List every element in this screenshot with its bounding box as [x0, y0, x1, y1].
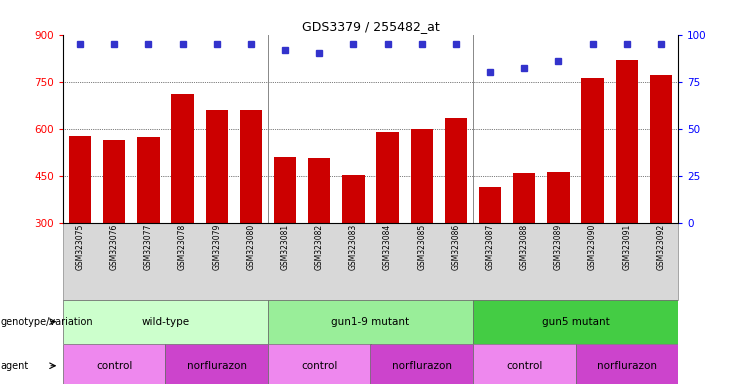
Bar — [171, 94, 193, 317]
Bar — [650, 75, 672, 317]
Text: gun5 mutant: gun5 mutant — [542, 316, 609, 327]
Text: norflurazon: norflurazon — [392, 361, 452, 371]
Bar — [548, 172, 570, 317]
Text: control: control — [301, 361, 337, 371]
Bar — [514, 172, 535, 317]
Bar — [69, 136, 91, 317]
Bar — [165, 344, 268, 384]
Text: wild-type: wild-type — [142, 316, 190, 327]
Bar — [479, 187, 501, 317]
Bar — [445, 118, 467, 317]
Text: control: control — [96, 361, 133, 371]
Title: GDS3379 / 255482_at: GDS3379 / 255482_at — [302, 20, 439, 33]
Bar — [268, 300, 473, 344]
Bar — [206, 110, 227, 317]
Text: agent: agent — [1, 361, 29, 371]
Bar — [370, 344, 473, 384]
Bar — [308, 159, 330, 317]
Bar — [137, 137, 159, 317]
Text: genotype/variation: genotype/variation — [1, 316, 93, 327]
Bar — [473, 344, 576, 384]
Bar — [411, 129, 433, 317]
Bar — [376, 132, 399, 317]
Bar — [342, 175, 365, 317]
Bar — [576, 344, 678, 384]
Bar — [240, 110, 262, 317]
Text: norflurazon: norflurazon — [187, 361, 247, 371]
Bar — [63, 344, 165, 384]
Bar — [268, 344, 370, 384]
Bar — [473, 300, 678, 344]
Bar — [274, 157, 296, 317]
Bar — [103, 140, 125, 317]
Text: gun1-9 mutant: gun1-9 mutant — [331, 316, 410, 327]
Text: norflurazon: norflurazon — [597, 361, 657, 371]
Bar — [63, 300, 268, 344]
Bar — [616, 60, 638, 317]
Text: control: control — [506, 361, 542, 371]
Bar — [582, 78, 604, 317]
